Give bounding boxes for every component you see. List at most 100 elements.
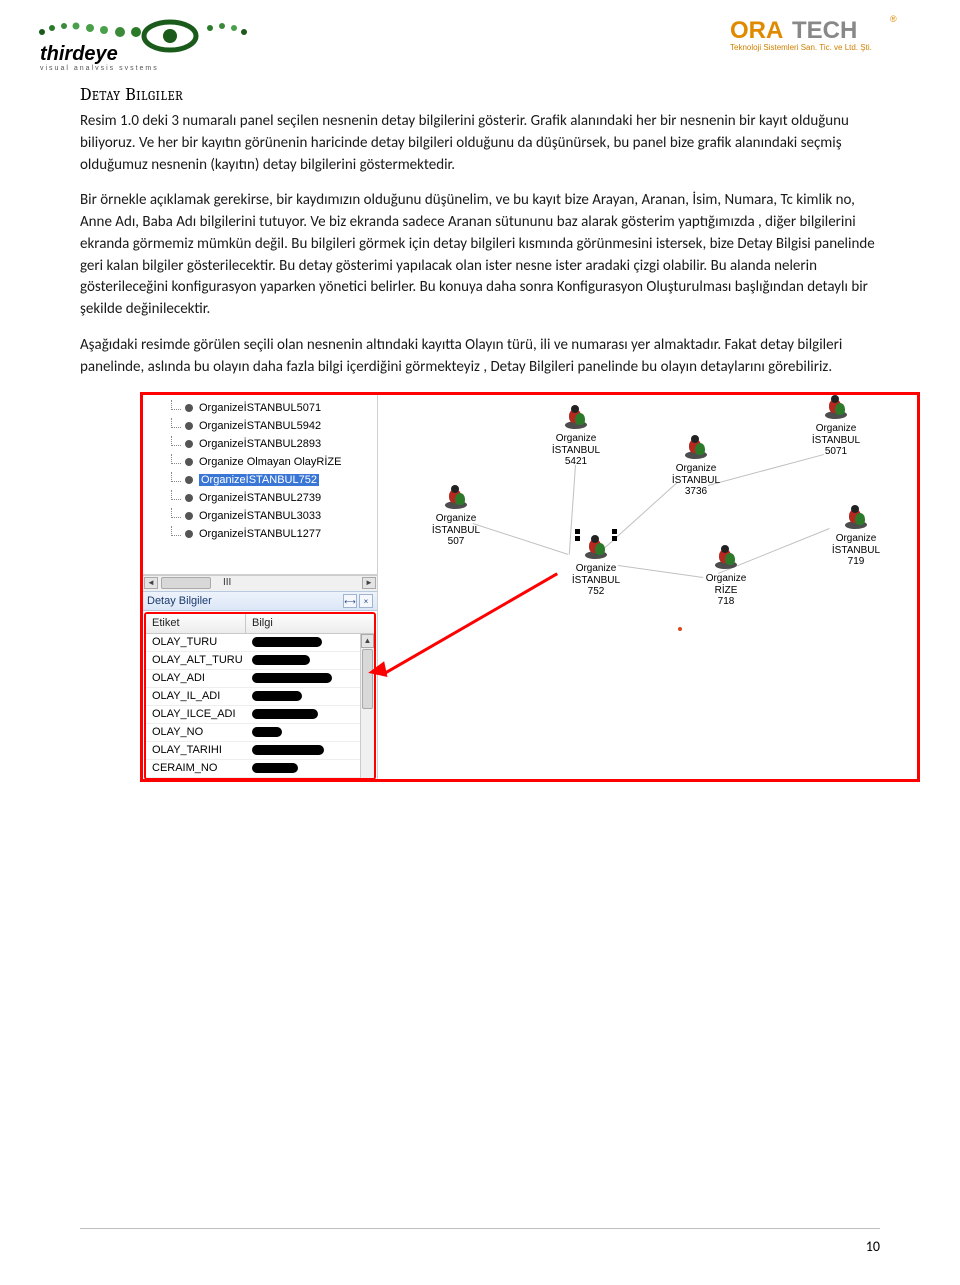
detail-label: OLAY_NO bbox=[146, 724, 246, 741]
scroll-thumb[interactable] bbox=[161, 577, 211, 589]
node-label-line2: İSTANBUL bbox=[558, 575, 634, 587]
annotation-arrow-icon bbox=[383, 573, 558, 676]
node-label-line1: Organize bbox=[418, 513, 494, 525]
detail-label: OLAY_TURU bbox=[146, 634, 246, 651]
selection-handle-icon[interactable] bbox=[575, 536, 580, 541]
graph-node[interactable]: OrganizeİSTANBUL3736 bbox=[658, 435, 734, 498]
tree-item[interactable]: OrganizeİSTANBUL5942 bbox=[143, 417, 377, 435]
tree-list[interactable]: OrganizeİSTANBUL5071 OrganizeİSTANBUL5942… bbox=[143, 395, 377, 575]
left-logo-text: thirdeye bbox=[40, 43, 118, 65]
node-icon bbox=[185, 494, 193, 502]
node-label-line3: 718 bbox=[688, 596, 764, 608]
tree-item-label: Organize Olmayan OlayRİZE bbox=[199, 456, 341, 468]
detail-panel-titlebar: Detay Bilgiler ⟷ × bbox=[143, 591, 377, 611]
vertical-scrollbar[interactable]: ▲ bbox=[360, 634, 374, 778]
detail-value bbox=[246, 688, 374, 705]
node-icon bbox=[185, 440, 193, 448]
tree-item-label: OrganizeİSTANBUL3033 bbox=[199, 510, 321, 522]
selection-handle-icon[interactable] bbox=[612, 536, 617, 541]
people-icon bbox=[581, 535, 611, 561]
tree-item-label: OrganizeİSTANBUL1277 bbox=[199, 528, 321, 540]
node-label-line2: İSTANBUL bbox=[818, 545, 894, 557]
svg-text:TECH: TECH bbox=[792, 17, 857, 44]
tree-item[interactable]: OrganizeİSTANBUL2893 bbox=[143, 435, 377, 453]
detail-row[interactable]: OLAY_ILCE_ADI bbox=[146, 706, 374, 724]
selection-handle-icon[interactable] bbox=[575, 529, 580, 534]
graph-node[interactable]: OrganizeİSTANBUL507 bbox=[418, 485, 494, 548]
detail-row[interactable]: OLAY_TURU bbox=[146, 634, 374, 652]
detail-label: OLAY_ILCE_ADI bbox=[146, 706, 246, 723]
scroll-right-arrow-icon[interactable]: ► bbox=[362, 577, 376, 589]
graph-canvas[interactable]: OrganizeİSTANBUL507OrganizeİSTANBUL5421O… bbox=[378, 395, 917, 779]
selection-handle-icon[interactable] bbox=[612, 529, 617, 534]
content-area: Detay Bilgiler Resim 1.0 deki 3 numaralı… bbox=[0, 74, 960, 782]
node-label-line2: İSTANBUL bbox=[418, 525, 494, 537]
node-icon bbox=[185, 404, 193, 412]
tree-item[interactable]: OrganizeİSTANBUL5071 bbox=[143, 399, 377, 417]
graph-node[interactable]: OrganizeİSTANBUL5421 bbox=[538, 405, 614, 468]
detail-value bbox=[246, 760, 374, 777]
detail-row[interactable]: OLAY_ADI bbox=[146, 670, 374, 688]
detail-value bbox=[246, 706, 374, 723]
right-logo-tagline: Teknoloji Sistemleri San. Tic. ve Ltd. Ş… bbox=[730, 43, 872, 52]
people-icon bbox=[441, 485, 471, 511]
paragraph-2: Bir örnekle açıklamak gerekirse, bir kay… bbox=[80, 190, 880, 321]
node-label-line3: 719 bbox=[818, 556, 894, 568]
left-logo-tagline: visual analysis systems bbox=[40, 65, 159, 70]
detail-row[interactable]: CERAIM_NO bbox=[146, 760, 374, 778]
node-label-line1: Organize bbox=[688, 573, 764, 585]
detail-label: OLAY_ADI bbox=[146, 670, 246, 687]
thirdeye-logo: thirdeye visual analysis systems bbox=[20, 14, 320, 70]
node-label-line1: Organize bbox=[558, 563, 634, 575]
node-icon bbox=[185, 530, 193, 538]
page-number: 10 bbox=[866, 1238, 880, 1255]
panel-pin-icon[interactable]: ⟷ bbox=[343, 594, 357, 608]
graph-node[interactable]: OrganizeİSTANBUL752 bbox=[558, 535, 634, 598]
detail-row[interactable]: OLAY_IL_ADI bbox=[146, 688, 374, 706]
tree-item-label: OrganizeİSTANBUL752 bbox=[199, 474, 319, 486]
node-label-line3: 752 bbox=[558, 586, 634, 598]
tree-item[interactable]: Organize Olmayan OlayRİZE bbox=[143, 453, 377, 471]
marker-dot-icon bbox=[678, 627, 682, 631]
node-label-line3: 5071 bbox=[798, 446, 874, 458]
node-label-line3: 3736 bbox=[658, 486, 734, 498]
scroll-up-arrow-icon[interactable]: ▲ bbox=[361, 634, 374, 648]
scroll-left-arrow-icon[interactable]: ◄ bbox=[144, 577, 158, 589]
node-icon bbox=[185, 422, 193, 430]
detail-value bbox=[246, 634, 374, 651]
detail-label: OLAY_IL_ADI bbox=[146, 688, 246, 705]
detail-value bbox=[246, 724, 374, 741]
detail-value bbox=[246, 652, 374, 669]
tree-item[interactable]: OrganizeİSTANBUL3033 bbox=[143, 507, 377, 525]
col-bilgi: Bilgi bbox=[246, 614, 374, 633]
paragraph-3: Aşağıdaki resimde görülen seçili olan ne… bbox=[80, 335, 880, 379]
node-label-line2: İSTANBUL bbox=[538, 445, 614, 457]
node-label-line2: RİZE bbox=[688, 585, 764, 597]
graph-node[interactable]: OrganizeİSTANBUL719 bbox=[818, 505, 894, 568]
node-label-line3: 507 bbox=[418, 536, 494, 548]
section-heading: Detay Bilgiler bbox=[80, 84, 880, 105]
detail-row[interactable]: OLAY_TARIHI bbox=[146, 742, 374, 760]
horizontal-scrollbar[interactable]: ◄ III ► bbox=[143, 575, 377, 591]
tree-item[interactable]: OrganizeİSTANBUL1277 bbox=[143, 525, 377, 543]
footer-rule bbox=[80, 1228, 880, 1229]
panel-close-icon[interactable]: × bbox=[359, 594, 373, 608]
oratech-logo: ORA TECH ® Teknoloji Sistemleri San. Tic… bbox=[730, 14, 940, 60]
detail-label: CERAIM_NO bbox=[146, 760, 246, 777]
node-label-line1: Organize bbox=[658, 463, 734, 475]
tree-item[interactable]: OrganizeİSTANBUL2739 bbox=[143, 489, 377, 507]
detail-panel-title: Detay Bilgiler bbox=[147, 595, 212, 607]
detail-row[interactable]: OLAY_ALT_TURU bbox=[146, 652, 374, 670]
tree-item-label: OrganizeİSTANBUL5071 bbox=[199, 402, 321, 414]
node-icon bbox=[185, 476, 193, 484]
graph-node[interactable]: OrganizeİSTANBUL5071 bbox=[798, 395, 874, 458]
tree-item[interactable]: OrganizeİSTANBUL752 bbox=[143, 471, 377, 489]
node-label-line1: Organize bbox=[818, 533, 894, 545]
detail-label: OLAY_ALT_TURU bbox=[146, 652, 246, 669]
people-icon bbox=[711, 545, 741, 571]
tree-item-label: OrganizeİSTANBUL5942 bbox=[199, 420, 321, 432]
detail-value bbox=[246, 742, 374, 759]
detail-value bbox=[246, 670, 374, 687]
detail-row[interactable]: OLAY_NO bbox=[146, 724, 374, 742]
graph-node[interactable]: OrganizeRİZE718 bbox=[688, 545, 764, 608]
